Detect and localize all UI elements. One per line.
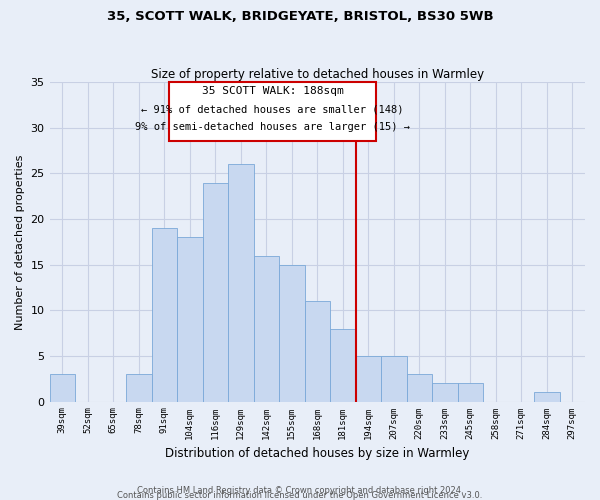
Text: 9% of semi-detached houses are larger (15) →: 9% of semi-detached houses are larger (1… (135, 122, 410, 132)
X-axis label: Distribution of detached houses by size in Warmley: Distribution of detached houses by size … (165, 447, 469, 460)
Y-axis label: Number of detached properties: Number of detached properties (15, 154, 25, 330)
Bar (203, 182, 228, 402)
Bar (126, 374, 152, 402)
Bar (177, 238, 203, 402)
Bar (458, 384, 483, 402)
Bar (254, 256, 279, 402)
Bar (432, 384, 458, 402)
Text: 35, SCOTT WALK, BRIDGEYATE, BRISTOL, BS30 5WB: 35, SCOTT WALK, BRIDGEYATE, BRISTOL, BS3… (107, 10, 493, 23)
Bar (152, 228, 177, 402)
Text: Contains HM Land Registry data © Crown copyright and database right 2024.: Contains HM Land Registry data © Crown c… (137, 486, 463, 495)
Bar (228, 164, 254, 402)
Bar (534, 392, 560, 402)
Bar (50, 374, 75, 402)
Bar (330, 328, 356, 402)
Text: Contains public sector information licensed under the Open Government Licence v3: Contains public sector information licen… (118, 491, 482, 500)
Text: 35 SCOTT WALK: 188sqm: 35 SCOTT WALK: 188sqm (202, 86, 344, 96)
FancyBboxPatch shape (169, 82, 376, 142)
Bar (356, 356, 381, 402)
Bar (381, 356, 407, 402)
Bar (305, 301, 330, 402)
Bar (279, 264, 305, 402)
Text: ← 91% of detached houses are smaller (148): ← 91% of detached houses are smaller (14… (142, 104, 404, 114)
Title: Size of property relative to detached houses in Warmley: Size of property relative to detached ho… (151, 68, 484, 81)
Bar (407, 374, 432, 402)
